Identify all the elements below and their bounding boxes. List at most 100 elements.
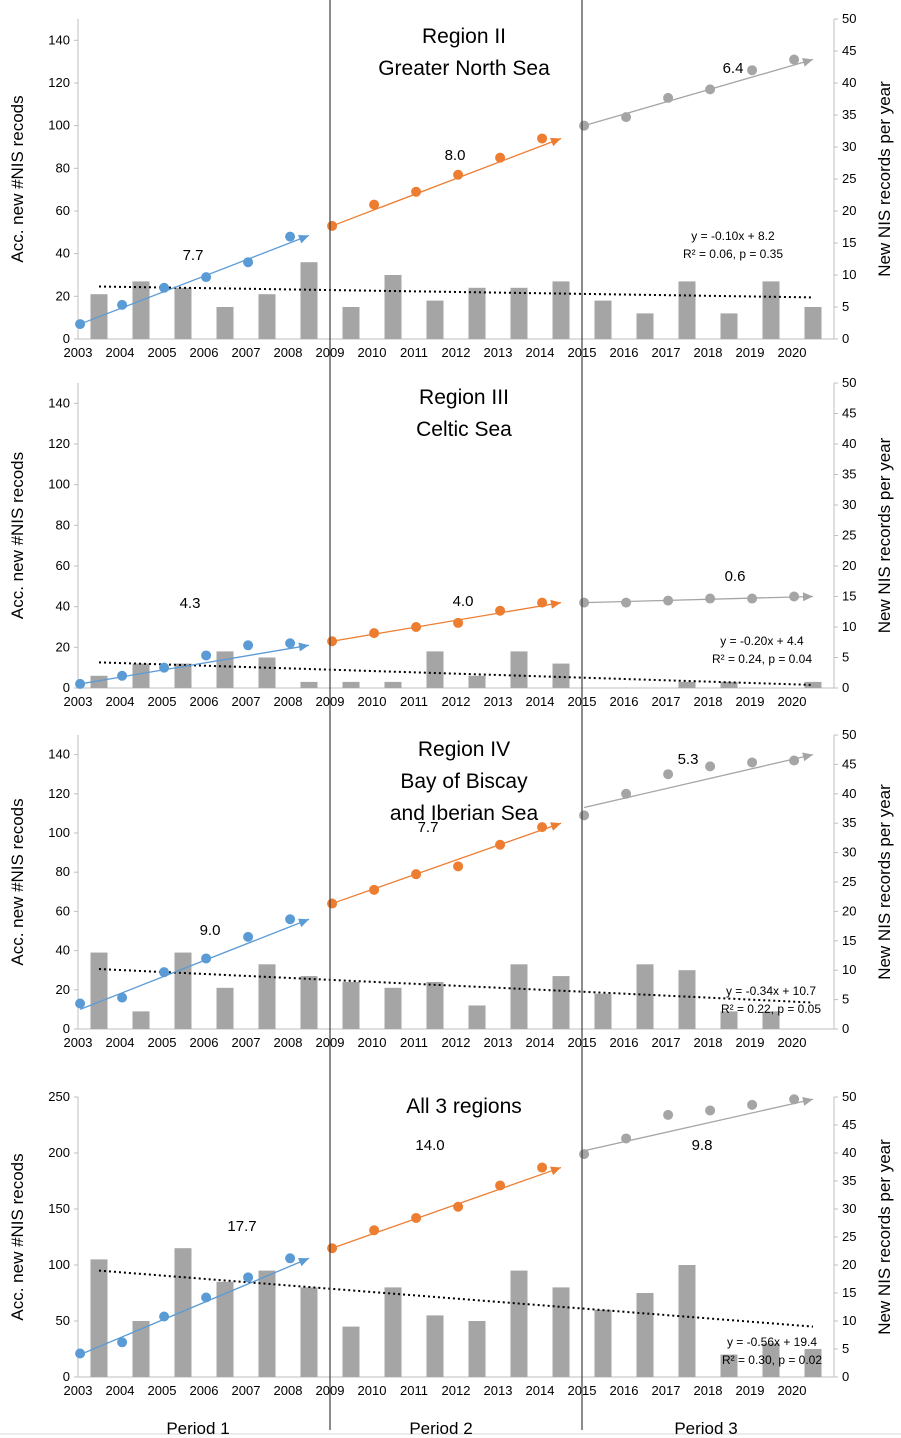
- x-tick-label: 2013: [484, 1035, 513, 1050]
- period-2-point: [453, 617, 464, 628]
- period-1-trend-line: [79, 1257, 310, 1356]
- period-2-point: [369, 199, 380, 210]
- bar-trend-line: [98, 968, 814, 1004]
- period-1-trend-arrow: [298, 234, 309, 244]
- bar: [90, 952, 108, 1029]
- x-tick-label: 2020: [778, 345, 807, 360]
- right-tick-label: 5: [842, 1341, 849, 1356]
- right-tick-label: 35: [842, 1173, 856, 1188]
- bar: [342, 981, 360, 1029]
- period-2-point: [495, 1180, 506, 1191]
- period-2-slope-label: 4.0: [453, 593, 474, 610]
- bar: [762, 281, 780, 339]
- x-tick-label: 2011: [400, 1035, 428, 1050]
- period-1-point: [201, 953, 212, 964]
- bar: [720, 681, 738, 688]
- x-tick-label: 2018: [694, 345, 723, 360]
- period-3-point: [789, 54, 800, 65]
- bar: [510, 964, 528, 1029]
- bar: [510, 651, 528, 688]
- period-2-point: [537, 1162, 548, 1173]
- right-tick-label: 25: [842, 1229, 856, 1244]
- period-2-point: [411, 186, 422, 197]
- left-tick-label: 0: [63, 331, 70, 346]
- x-tick-label: 2005: [148, 1035, 177, 1050]
- period-3-point: [663, 595, 674, 606]
- x-tick-label: 2012: [442, 1383, 471, 1398]
- right-tick-label: 40: [842, 75, 856, 90]
- period-2-point: [453, 1201, 464, 1212]
- left-axis-title: Acc. new #NIS recods: [8, 1153, 27, 1320]
- right-tick-label: 20: [842, 558, 856, 573]
- period-3-slope-label: 6.4: [723, 60, 744, 77]
- regression-equation-line: y = -0.56x + 19.4: [727, 1335, 817, 1349]
- x-tick-label: 2020: [778, 694, 807, 709]
- period-1-point: [285, 638, 296, 649]
- period-3-trend-arrow: [802, 752, 813, 762]
- period-2-trend-line: [331, 137, 562, 227]
- period-2-point: [537, 597, 548, 608]
- right-tick-label: 45: [842, 1117, 856, 1132]
- x-tick-label: 2011: [400, 694, 428, 709]
- left-tick-label: 60: [56, 203, 70, 218]
- period-3-point: [579, 810, 590, 821]
- bar: [720, 313, 738, 339]
- x-tick-label: 2014: [526, 694, 555, 709]
- right-tick-label: 35: [842, 107, 856, 122]
- x-tick-label: 2017: [652, 1383, 681, 1398]
- x-tick-label: 2003: [64, 694, 93, 709]
- period-3-slope-label: 5.3: [678, 751, 699, 768]
- period-3-point: [663, 769, 674, 780]
- period-1-point: [75, 1348, 86, 1359]
- x-tick-label: 2017: [652, 694, 681, 709]
- period-1-trend-line: [79, 234, 310, 325]
- right-tick-label: 40: [842, 436, 856, 451]
- bar: [510, 1270, 528, 1377]
- period-1-point: [243, 1272, 254, 1283]
- x-tick-label: 2012: [442, 694, 471, 709]
- bar: [678, 1265, 696, 1377]
- bar: [258, 657, 276, 688]
- x-tick-label: 2008: [274, 694, 303, 709]
- left-tick-label: 100: [48, 825, 70, 840]
- right-tick-label: 20: [842, 203, 856, 218]
- x-tick-label: 2004: [106, 1035, 135, 1050]
- period-3-point: [747, 593, 758, 604]
- right-tick-label: 35: [842, 815, 856, 830]
- period-2-trend-arrow: [550, 599, 561, 609]
- x-tick-label: 2018: [694, 1383, 723, 1398]
- x-tick-label: 2016: [610, 1035, 639, 1050]
- regression-equation-line: R² = 0.06, p = 0.35: [683, 247, 783, 261]
- period-1-trend-arrow: [298, 1258, 309, 1267]
- right-tick-label: 15: [842, 589, 856, 604]
- bar: [132, 281, 150, 339]
- left-axis-title: Acc. new #NIS recods: [8, 452, 27, 619]
- bar: [258, 1270, 276, 1377]
- bar: [426, 981, 444, 1029]
- period-2-point: [537, 822, 548, 833]
- bar: [90, 1259, 108, 1377]
- period-2-trend-line: [331, 1166, 562, 1249]
- period-3-trend-line: [583, 58, 814, 127]
- period-1-point: [201, 272, 212, 283]
- period-2-trend-arrow: [550, 822, 561, 831]
- x-tick-label: 2010: [358, 1383, 387, 1398]
- period-3-trend-line: [584, 595, 814, 604]
- bar: [468, 1321, 486, 1377]
- right-axis-title: New NIS records per year: [875, 784, 894, 980]
- x-tick-label: 2005: [148, 345, 177, 360]
- x-tick-label: 2007: [232, 1035, 261, 1050]
- panel-title-line: Greater North Sea: [378, 57, 550, 80]
- bar: [216, 651, 234, 688]
- period-1-point: [201, 650, 212, 661]
- period-3-trend-arrow: [802, 1097, 813, 1106]
- bar: [426, 1315, 444, 1377]
- x-tick-label: 2013: [484, 694, 513, 709]
- x-tick-label: 2008: [274, 1383, 303, 1398]
- period-2-point: [369, 628, 380, 639]
- period-1-point: [201, 1292, 212, 1303]
- period-1-point: [117, 992, 128, 1003]
- left-tick-label: 100: [48, 1257, 70, 1272]
- x-tick-label: 2007: [232, 1383, 261, 1398]
- right-tick-label: 0: [842, 1021, 849, 1036]
